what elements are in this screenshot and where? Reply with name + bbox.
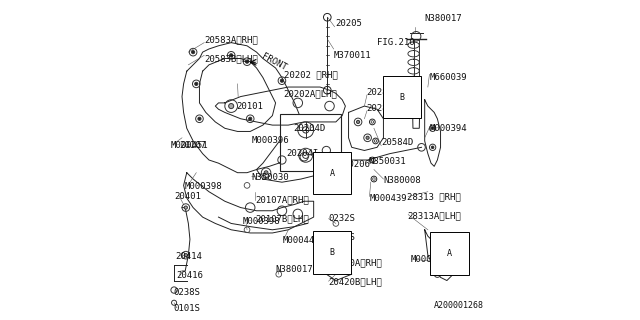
Circle shape xyxy=(264,171,268,175)
Text: 0238S: 0238S xyxy=(173,288,200,297)
Text: N350031: N350031 xyxy=(369,157,406,166)
Text: 20107B〈LH〉: 20107B〈LH〉 xyxy=(255,214,308,223)
Text: 20584D: 20584D xyxy=(381,138,413,147)
Text: N380017: N380017 xyxy=(275,265,312,274)
Text: 20583A〈RH〉: 20583A〈RH〉 xyxy=(204,35,258,44)
Circle shape xyxy=(431,146,434,148)
Text: FIG.210: FIG.210 xyxy=(377,38,415,47)
Text: N380017: N380017 xyxy=(425,14,462,23)
Circle shape xyxy=(366,136,369,140)
Text: A200001268: A200001268 xyxy=(433,301,484,310)
Text: M000396: M000396 xyxy=(252,136,289,146)
Text: 20416: 20416 xyxy=(176,271,203,280)
Text: 20101: 20101 xyxy=(236,101,263,111)
Text: M000398: M000398 xyxy=(243,217,280,226)
Text: 20280C〈LH〉: 20280C〈LH〉 xyxy=(366,103,420,112)
Circle shape xyxy=(195,82,198,85)
Text: 20202 〈RH〉: 20202 〈RH〉 xyxy=(284,70,337,79)
Text: 0510S: 0510S xyxy=(328,233,355,242)
Text: M000394: M000394 xyxy=(429,124,467,133)
Text: 0101S: 0101S xyxy=(173,304,200,313)
Text: A: A xyxy=(330,169,335,178)
Circle shape xyxy=(431,127,434,130)
Text: M000447: M000447 xyxy=(283,236,321,245)
Circle shape xyxy=(356,120,360,124)
Circle shape xyxy=(230,54,233,57)
Circle shape xyxy=(333,157,339,163)
Circle shape xyxy=(436,254,438,256)
Text: N380008: N380008 xyxy=(383,176,421,185)
Text: B: B xyxy=(399,93,404,102)
Text: 20420A〈RH〉: 20420A〈RH〉 xyxy=(328,259,382,268)
Text: 20420B〈LH〉: 20420B〈LH〉 xyxy=(328,278,382,287)
Text: M370011: M370011 xyxy=(333,51,371,60)
Text: 20414: 20414 xyxy=(175,252,202,261)
Text: M00006: M00006 xyxy=(410,255,443,264)
Circle shape xyxy=(436,273,438,276)
Circle shape xyxy=(198,117,201,120)
Circle shape xyxy=(280,79,284,82)
Text: M000439: M000439 xyxy=(369,194,407,203)
Circle shape xyxy=(184,206,188,209)
Text: 20204D: 20204D xyxy=(293,124,325,133)
Circle shape xyxy=(248,117,252,120)
Text: M000398: M000398 xyxy=(184,182,222,191)
Text: 20107A〈RH〉: 20107A〈RH〉 xyxy=(255,195,308,204)
Text: 28313A〈LH〉: 28313A〈LH〉 xyxy=(407,211,461,220)
Text: 20107: 20107 xyxy=(179,141,205,150)
Text: 20205: 20205 xyxy=(335,19,362,28)
Circle shape xyxy=(191,51,195,54)
Circle shape xyxy=(184,253,188,257)
Text: 28313 〈RH〉: 28313 〈RH〉 xyxy=(407,192,461,201)
Text: N350030: N350030 xyxy=(252,173,289,182)
Text: M000451: M000451 xyxy=(171,141,209,150)
Text: B: B xyxy=(330,248,335,257)
Text: A: A xyxy=(447,249,452,258)
Text: 20202A〈LH〉: 20202A〈LH〉 xyxy=(284,89,337,98)
FancyBboxPatch shape xyxy=(280,114,340,171)
Text: M660039: M660039 xyxy=(429,73,467,82)
Text: 20583B〈LH〉: 20583B〈LH〉 xyxy=(204,54,258,63)
Text: 20206: 20206 xyxy=(343,160,370,169)
Text: 0232S: 0232S xyxy=(328,214,355,223)
Text: 20280B〈RH〉: 20280B〈RH〉 xyxy=(366,87,420,96)
Text: FRONT: FRONT xyxy=(260,52,288,73)
Text: 20401: 20401 xyxy=(175,192,202,201)
Circle shape xyxy=(228,104,234,108)
Circle shape xyxy=(246,60,248,63)
Text: 20204I: 20204I xyxy=(287,149,319,158)
